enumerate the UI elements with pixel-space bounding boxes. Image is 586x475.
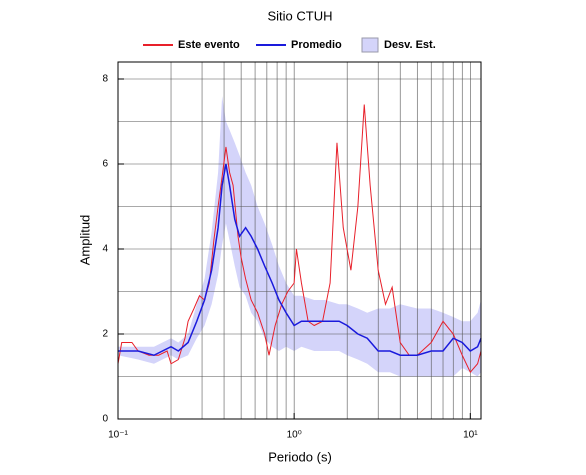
plot-frame <box>117 61 482 420</box>
y-tick-label: 6 <box>102 159 108 170</box>
chart-title: Sitio CTUH <box>267 8 332 23</box>
x-tick-label: 10⁰ <box>287 430 302 441</box>
y-tick-label: 8 <box>102 74 108 85</box>
legend-label: Este evento <box>178 39 240 51</box>
series-line <box>117 104 482 374</box>
x-tick-label: 10¹ <box>463 430 478 441</box>
std-band <box>118 96 481 377</box>
legend-swatch <box>361 37 379 53</box>
x-tick-label: 10⁻¹ <box>108 430 128 441</box>
series-line <box>118 163 482 357</box>
y-tick-label: 0 <box>102 414 108 425</box>
x-axis-label: Periodo (s) <box>268 449 332 464</box>
legend-label: Desv. Est. <box>384 39 436 51</box>
legend-label: Promedio <box>291 39 342 51</box>
y-tick-label: 4 <box>102 244 108 255</box>
y-tick-label: 2 <box>102 329 108 340</box>
y-axis-label: Amplitud <box>77 215 92 266</box>
